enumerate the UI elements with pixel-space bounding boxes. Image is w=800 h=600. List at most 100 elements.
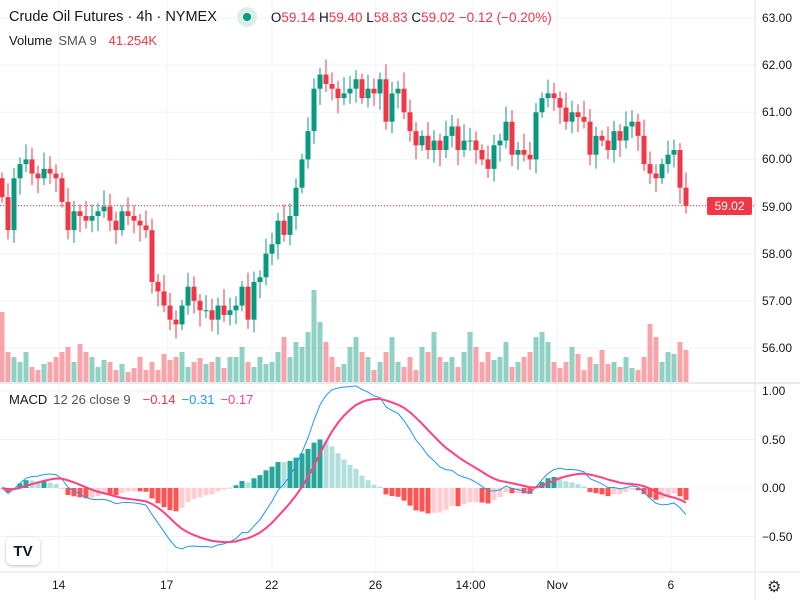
volume-bar xyxy=(467,332,473,382)
macd-histogram-bar xyxy=(485,488,491,504)
candle-body xyxy=(341,93,347,99)
candle-body xyxy=(383,79,389,122)
time-axis-label: 26 xyxy=(368,578,383,592)
macd-histogram-bar xyxy=(461,488,467,505)
volume-bar xyxy=(497,357,503,382)
volume-params: SMA 9 xyxy=(58,33,97,48)
price-axis-label: 59.00 xyxy=(762,199,793,214)
candle-body xyxy=(413,131,419,146)
volume-bar xyxy=(449,357,455,382)
macd-histogram-bar xyxy=(497,488,503,498)
macd-axis-label: 1.00 xyxy=(762,384,786,398)
macd-histogram-bar xyxy=(161,488,167,508)
macd-histogram-bar xyxy=(623,488,629,492)
macd-histogram-bar xyxy=(653,488,659,500)
candle-body xyxy=(179,305,185,325)
volume-bar xyxy=(515,362,521,382)
candle-body xyxy=(305,131,311,160)
volume-bar xyxy=(503,342,509,382)
volume-bar xyxy=(587,357,593,382)
candle-body xyxy=(11,178,17,231)
macd-signal-value: −0.17 xyxy=(220,392,254,407)
macd-histogram-bar xyxy=(263,470,269,488)
volume-bar xyxy=(59,352,65,382)
candle-body xyxy=(113,220,119,231)
volume-bar xyxy=(329,357,335,382)
macd-histogram-bar xyxy=(509,488,515,494)
macd-histogram-bar xyxy=(557,478,563,488)
volume-bar xyxy=(533,337,539,382)
macd-histogram-bar xyxy=(455,488,461,507)
candle-body xyxy=(557,98,563,108)
candle-body xyxy=(437,140,443,150)
candle-body xyxy=(641,135,647,165)
macd-histogram-bar xyxy=(23,480,29,488)
macd-histogram-bar xyxy=(185,488,191,502)
volume-bar xyxy=(149,362,155,382)
price-axis-label: 56.00 xyxy=(762,340,793,355)
candle-body xyxy=(599,135,605,141)
macd-histogram-bar xyxy=(119,488,125,493)
volume-bar xyxy=(233,357,239,382)
gear-icon[interactable]: ⚙ xyxy=(767,579,782,596)
macd-histogram-bar xyxy=(137,488,143,492)
candle-body xyxy=(365,88,371,99)
macd-histogram-bar xyxy=(371,484,377,488)
candle-body xyxy=(149,230,155,282)
candle-body xyxy=(581,116,587,122)
candle-body xyxy=(677,149,683,188)
macd-histogram-bar xyxy=(353,468,359,488)
volume-bar xyxy=(491,360,497,382)
volume-bar xyxy=(545,342,551,382)
volume-bar xyxy=(263,364,269,382)
volume-bar xyxy=(311,290,317,382)
macd-histogram-bar xyxy=(359,475,365,488)
candle-body xyxy=(185,286,191,306)
symbol-title[interactable]: Crude Oil Futures · 4h · NYMEX xyxy=(9,9,217,25)
volume-study-name[interactable]: Volume xyxy=(9,33,53,48)
macd-histogram-bar xyxy=(407,488,413,506)
volume-bar xyxy=(647,324,653,382)
volume-bar xyxy=(551,362,557,382)
volume-bar xyxy=(437,357,443,382)
candle-body xyxy=(71,211,77,231)
macd-histogram-bar xyxy=(107,488,113,495)
macd-histogram-bar xyxy=(59,488,65,489)
macd-axis-label: 0.00 xyxy=(762,481,786,495)
candle-body xyxy=(227,310,233,315)
macd-histogram-bar xyxy=(293,457,299,488)
macd-histogram-bar xyxy=(677,488,683,497)
volume-bar xyxy=(23,352,29,382)
macd-histogram-bar xyxy=(47,482,53,488)
candle-body xyxy=(335,88,341,99)
time-axis-label: 14 xyxy=(52,578,66,592)
macd-study-name[interactable]: MACD xyxy=(9,392,48,407)
volume-bar xyxy=(665,352,671,382)
candle-body xyxy=(527,154,533,160)
macd-histogram-bar xyxy=(443,488,449,510)
macd-histogram-bar xyxy=(347,464,353,488)
tradingview-logo[interactable]: TV xyxy=(6,537,40,565)
candle-body xyxy=(293,187,299,216)
candle-body xyxy=(371,88,377,94)
price-axis-label: 57.00 xyxy=(762,293,793,308)
volume-bar xyxy=(41,364,47,382)
candle-body xyxy=(659,164,665,179)
volume-bar xyxy=(479,362,485,382)
volume-bar xyxy=(293,342,299,382)
volume-bar xyxy=(677,342,683,382)
candle-body xyxy=(251,281,257,320)
candle-body xyxy=(551,93,557,99)
volume-bar xyxy=(137,357,143,382)
candle-body xyxy=(509,121,515,155)
volume-bar xyxy=(107,362,113,382)
candle-body xyxy=(257,277,263,282)
candle-body xyxy=(467,140,473,142)
volume-bar xyxy=(659,362,665,382)
volume-bar xyxy=(53,357,59,382)
macd-axis-label: −0.50 xyxy=(762,529,793,544)
candle-body xyxy=(281,220,287,235)
volume-bar xyxy=(29,367,35,382)
candle-body xyxy=(323,74,329,84)
